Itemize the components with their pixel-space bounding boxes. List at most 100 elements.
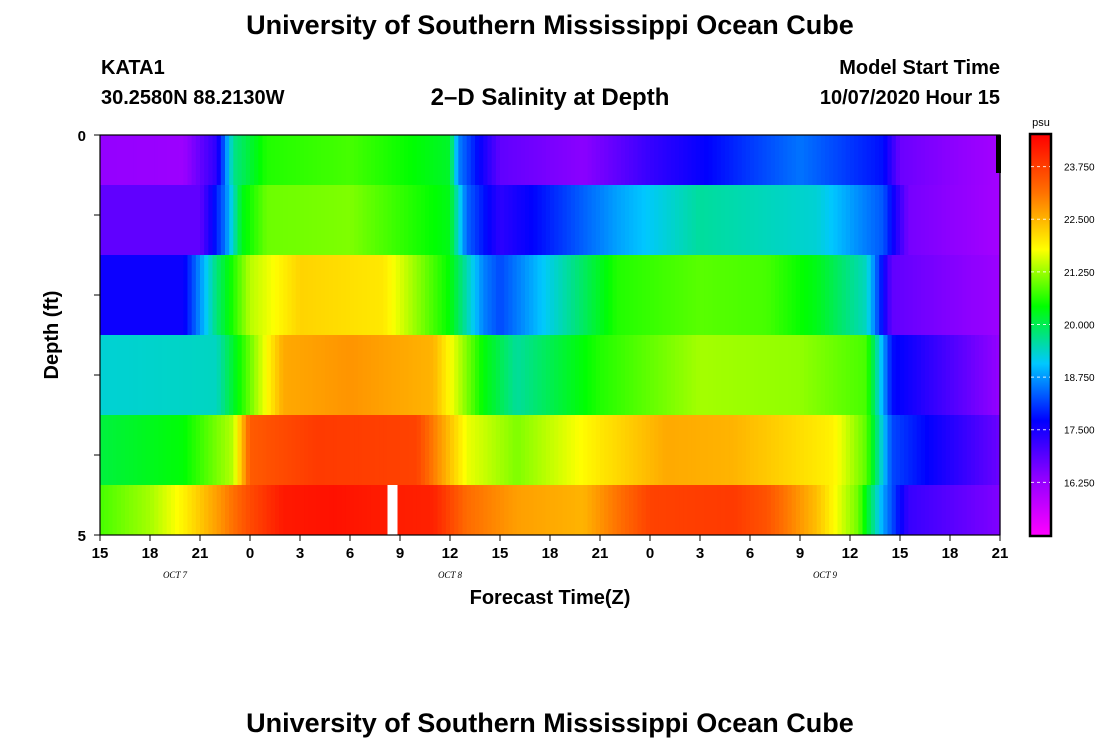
heatmap-cell	[500, 255, 505, 335]
heatmap-cell	[600, 185, 605, 255]
heatmap-cell	[133, 255, 139, 335]
heatmap-cell	[470, 185, 476, 255]
heatmap-cell	[237, 185, 243, 255]
heatmap-cell	[362, 135, 368, 185]
heatmap-cell	[487, 185, 493, 255]
heatmap-cell	[900, 135, 905, 185]
heatmap-cell	[879, 335, 884, 415]
heatmap-cell	[254, 415, 259, 485]
heatmap-cell	[708, 485, 714, 535]
colorbar-tick-label: 16.250	[1064, 478, 1095, 489]
heatmap-cell	[762, 485, 768, 535]
x-tick-label: 21	[992, 545, 1009, 562]
heatmap-cell	[716, 255, 722, 335]
heatmap-cell	[716, 485, 722, 535]
heatmap-cell	[187, 135, 193, 185]
heatmap-cell	[720, 185, 726, 255]
heatmap-cell	[416, 335, 422, 415]
heatmap-cell	[991, 335, 997, 415]
heatmap-cell	[466, 485, 472, 535]
heatmap-cell	[570, 185, 576, 255]
heatmap-cell	[987, 255, 993, 335]
heatmap-cell	[445, 485, 451, 535]
heatmap-cell	[295, 415, 301, 485]
heatmap-cell	[316, 335, 322, 415]
heatmap-cell	[520, 415, 526, 485]
heatmap-cell	[500, 135, 505, 185]
heatmap-cell	[137, 335, 143, 415]
heatmap-cell	[187, 255, 193, 335]
heatmap-cell	[995, 415, 1001, 485]
heatmap-cell	[562, 135, 568, 185]
heatmap-cell	[479, 135, 484, 185]
heatmap-cell	[245, 135, 251, 185]
heatmap-cell	[808, 415, 814, 485]
heatmap-cell	[841, 415, 847, 485]
heatmap-cell	[816, 135, 822, 185]
heatmap-cell	[379, 485, 384, 535]
heatmap-cell	[354, 185, 359, 255]
heatmap-cell	[520, 335, 526, 415]
heatmap-cell	[712, 335, 718, 415]
heatmap-cell	[925, 415, 930, 485]
heatmap-cell	[241, 485, 247, 535]
heatmap-cell	[550, 415, 555, 485]
heatmap-cell	[412, 335, 418, 415]
heatmap-cell	[812, 335, 818, 415]
heatmap-cell	[408, 415, 414, 485]
heatmap-cell	[579, 135, 584, 185]
heatmap-cell	[870, 255, 876, 335]
heatmap-cell	[525, 485, 530, 535]
heatmap-cell	[145, 185, 151, 255]
heatmap-cell	[345, 135, 351, 185]
x-tick-label: 3	[696, 545, 704, 562]
heatmap-cell	[829, 415, 834, 485]
heatmap-cell	[837, 485, 843, 535]
heatmap-cell	[191, 415, 197, 485]
heatmap-cell	[625, 335, 630, 415]
heatmap-cell	[787, 185, 793, 255]
heatmap-cell	[400, 485, 405, 535]
heatmap-cell	[908, 255, 914, 335]
heatmap-cell	[141, 135, 147, 185]
heatmap-cell	[479, 415, 484, 485]
heatmap-cell	[575, 485, 580, 535]
heatmap-cell	[875, 485, 880, 535]
heatmap-cell	[650, 255, 655, 335]
heatmap-cell	[691, 185, 697, 255]
heatmap-cell	[175, 255, 180, 335]
heatmap-cell	[308, 185, 314, 255]
heatmap-cell	[591, 335, 597, 415]
heatmap-cell	[770, 135, 776, 185]
heatmap-cell	[133, 485, 139, 535]
heatmap-cell	[766, 485, 772, 535]
heatmap-cell	[562, 415, 568, 485]
heatmap-cell	[395, 135, 401, 185]
heatmap-cell	[633, 485, 639, 535]
heatmap-cell	[225, 185, 230, 255]
heatmap-cell	[841, 335, 847, 415]
heatmap-cell	[362, 185, 368, 255]
heatmap-cell	[650, 185, 655, 255]
heatmap-cell	[308, 335, 314, 415]
heatmap-cell	[987, 415, 993, 485]
heatmap-cell	[154, 335, 159, 415]
heatmap-cell	[758, 415, 764, 485]
heatmap-cell	[312, 135, 318, 185]
heatmap-cell	[195, 255, 201, 335]
heatmap-cell	[875, 335, 880, 415]
heatmap-cell	[279, 415, 284, 485]
heatmap-cell	[679, 335, 684, 415]
heatmap-cell	[320, 335, 326, 415]
heatmap-cell	[454, 415, 459, 485]
heatmap-cell	[833, 135, 839, 185]
heatmap-cell	[670, 485, 676, 535]
heatmap-cell	[675, 185, 680, 255]
heatmap-cell	[825, 485, 830, 535]
heatmap-cell	[629, 415, 634, 485]
heatmap-cell	[825, 415, 830, 485]
heatmap-cell	[216, 415, 222, 485]
heatmap-cell	[175, 415, 180, 485]
heatmap-cell	[950, 335, 955, 415]
heatmap-cell	[312, 185, 318, 255]
